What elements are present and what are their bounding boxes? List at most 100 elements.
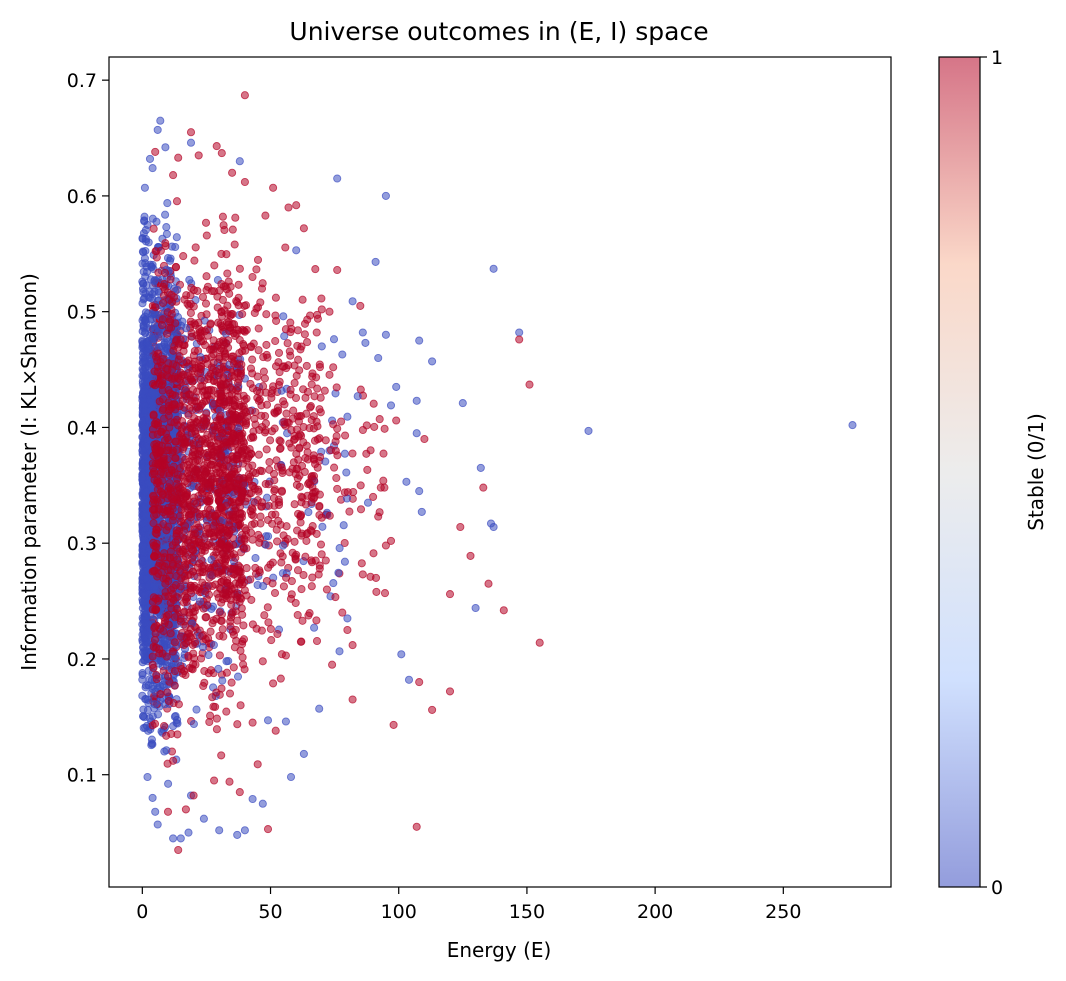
data-point — [295, 482, 304, 491]
data-point — [412, 429, 421, 438]
data-point — [229, 540, 238, 549]
data-point — [162, 229, 171, 239]
data-point — [316, 540, 326, 549]
data-point — [189, 385, 198, 394]
data-point — [153, 710, 163, 719]
data-point — [380, 424, 389, 433]
data-point — [186, 581, 195, 590]
data-point — [295, 471, 304, 480]
data-point — [848, 421, 857, 430]
data-point — [402, 477, 411, 486]
data-point — [197, 437, 206, 446]
data-point — [164, 398, 173, 407]
data-point — [246, 575, 255, 584]
data-point — [259, 367, 268, 376]
data-point — [297, 492, 306, 501]
data-point — [166, 275, 175, 284]
data-point — [293, 610, 302, 620]
data-point — [233, 360, 242, 369]
data-point — [204, 590, 214, 599]
data-point — [228, 407, 237, 416]
data-point — [340, 488, 349, 497]
data-point — [342, 468, 351, 477]
data-point — [217, 751, 226, 760]
data-point — [200, 532, 209, 541]
data-point — [309, 424, 318, 433]
data-point — [157, 467, 166, 477]
data-point — [202, 521, 211, 530]
data-point — [246, 406, 255, 416]
data-point — [153, 820, 162, 829]
data-point — [212, 142, 221, 151]
data-point — [363, 498, 373, 507]
data-point — [276, 444, 285, 453]
data-point — [148, 567, 157, 576]
data-point — [152, 217, 161, 226]
data-point — [267, 427, 277, 436]
data-point — [228, 225, 237, 234]
data-point — [168, 647, 177, 656]
data-point — [252, 265, 261, 274]
data-point — [291, 393, 301, 403]
data-point — [281, 717, 290, 726]
data-point — [173, 474, 182, 483]
data-point — [151, 444, 160, 453]
data-point — [208, 619, 217, 628]
data-point — [254, 346, 263, 355]
data-point — [227, 497, 236, 506]
data-point — [417, 507, 426, 516]
data-point — [233, 720, 242, 729]
data-point — [239, 635, 249, 644]
data-point — [141, 695, 150, 704]
data-point — [198, 643, 207, 652]
data-point — [348, 297, 357, 306]
data-point — [296, 518, 305, 527]
data-point — [162, 731, 171, 740]
data-point — [375, 415, 384, 424]
data-point — [158, 406, 167, 415]
data-point — [272, 525, 281, 534]
data-point — [158, 355, 167, 364]
data-point — [287, 577, 296, 586]
data-point — [239, 439, 249, 448]
data-point — [202, 310, 211, 319]
data-point — [286, 318, 295, 327]
data-point — [168, 390, 177, 399]
data-point — [308, 573, 317, 582]
data-point — [279, 582, 288, 591]
data-point — [348, 449, 357, 458]
data-point — [345, 507, 354, 516]
data-point — [219, 442, 228, 451]
data-point — [202, 613, 211, 622]
data-point — [262, 445, 271, 454]
data-point — [181, 386, 190, 395]
data-point — [386, 401, 396, 410]
data-point — [148, 397, 157, 406]
data-point — [151, 303, 160, 312]
data-point — [141, 723, 150, 732]
data-point — [189, 649, 198, 658]
data-point — [240, 301, 249, 310]
data-point — [161, 579, 170, 588]
data-point — [227, 354, 236, 363]
data-point — [225, 511, 234, 520]
data-point — [186, 138, 196, 147]
data-point — [218, 625, 227, 634]
data-point — [271, 293, 280, 302]
data-point — [206, 320, 215, 329]
data-point — [234, 280, 243, 289]
data-point — [250, 414, 259, 423]
data-point — [148, 793, 157, 802]
data-point — [242, 325, 251, 335]
data-point — [152, 529, 161, 538]
data-point — [233, 378, 242, 388]
data-point — [415, 336, 424, 345]
data-point — [142, 681, 151, 690]
data-point — [148, 652, 157, 661]
data-point — [329, 579, 338, 588]
data-point — [187, 332, 197, 341]
data-point — [163, 672, 173, 681]
data-point — [173, 730, 182, 739]
data-point — [140, 608, 149, 617]
